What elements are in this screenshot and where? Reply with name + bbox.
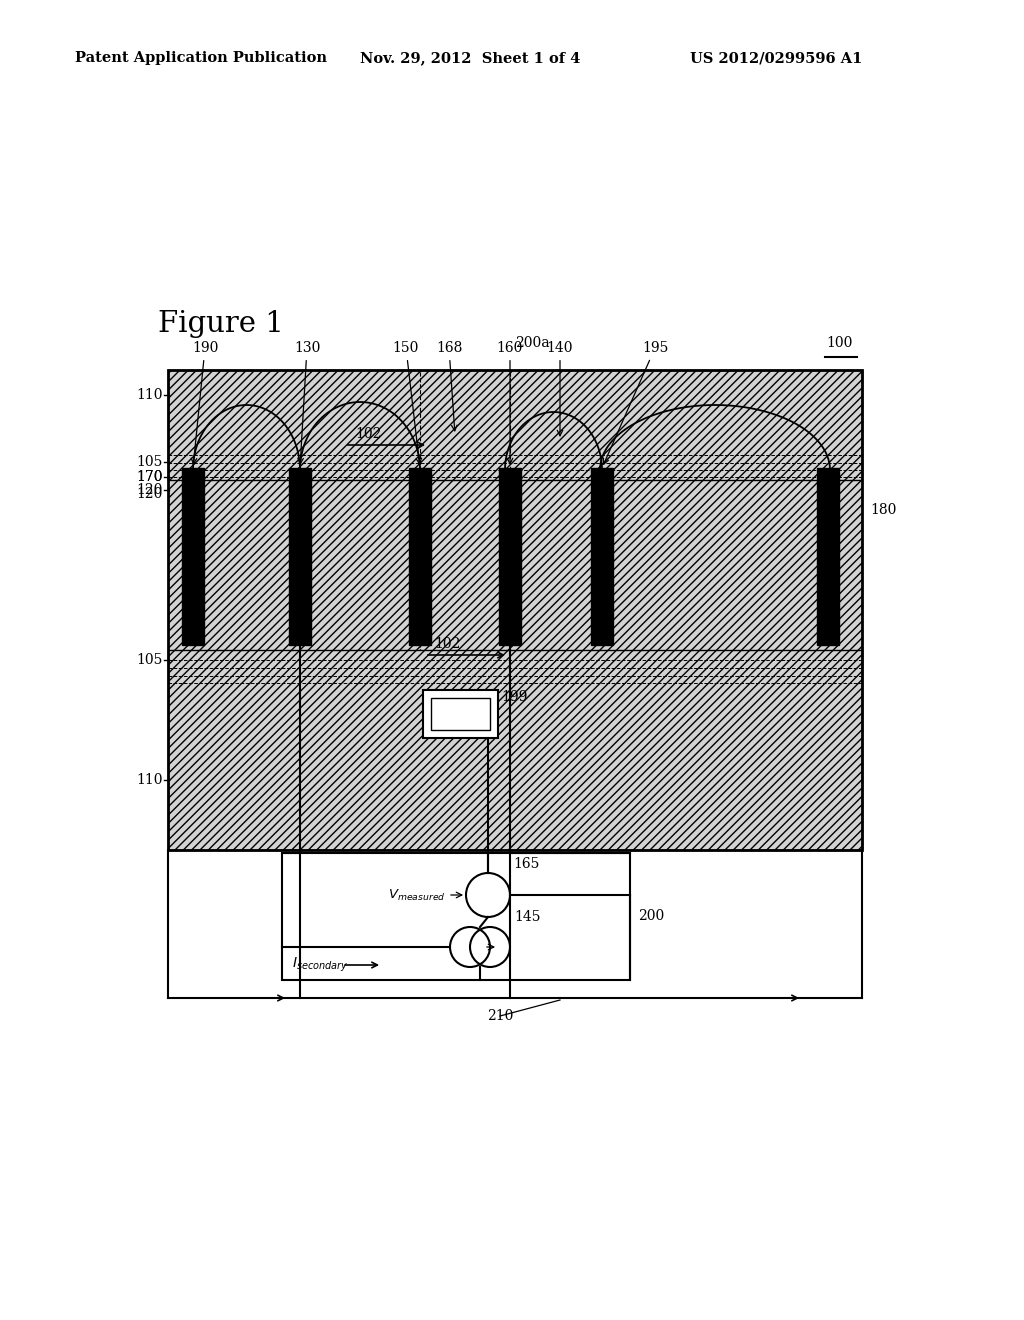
Bar bbox=[591, 469, 613, 645]
Text: US 2012/0299596 A1: US 2012/0299596 A1 bbox=[690, 51, 862, 65]
Bar bbox=[168, 480, 862, 649]
Text: 120: 120 bbox=[136, 487, 163, 502]
Text: 110: 110 bbox=[136, 388, 163, 403]
Text: 170: 170 bbox=[136, 470, 163, 484]
Bar bbox=[817, 469, 839, 645]
Bar bbox=[423, 690, 498, 738]
Bar bbox=[182, 469, 204, 645]
Text: 102: 102 bbox=[355, 426, 381, 441]
Text: 100: 100 bbox=[826, 337, 853, 350]
Text: 140: 140 bbox=[547, 341, 573, 436]
Text: 210: 210 bbox=[486, 1008, 513, 1023]
Bar bbox=[430, 698, 489, 730]
Text: 190: 190 bbox=[191, 341, 218, 463]
Text: 120: 120 bbox=[136, 483, 163, 498]
Text: 199: 199 bbox=[502, 690, 528, 704]
Text: 200: 200 bbox=[638, 909, 665, 924]
Text: Nov. 29, 2012  Sheet 1 of 4: Nov. 29, 2012 Sheet 1 of 4 bbox=[360, 51, 581, 65]
Text: 168: 168 bbox=[436, 341, 462, 430]
Text: 130: 130 bbox=[294, 341, 321, 463]
Text: 160: 160 bbox=[497, 341, 523, 463]
Bar bbox=[168, 649, 862, 850]
Text: 200a: 200a bbox=[515, 337, 549, 350]
Bar bbox=[168, 370, 862, 480]
Text: 150: 150 bbox=[393, 341, 422, 463]
Text: 145: 145 bbox=[514, 909, 541, 924]
Text: 180: 180 bbox=[870, 503, 896, 517]
Bar bbox=[168, 370, 862, 480]
Text: $V_{measured}$: $V_{measured}$ bbox=[388, 887, 446, 903]
Text: Patent Application Publication: Patent Application Publication bbox=[75, 51, 327, 65]
Text: $I_{secondary}$: $I_{secondary}$ bbox=[292, 956, 348, 974]
Text: 170: 170 bbox=[136, 470, 163, 484]
Bar bbox=[282, 853, 630, 979]
Text: Figure 1: Figure 1 bbox=[158, 310, 284, 338]
Bar bbox=[499, 469, 521, 645]
Bar bbox=[168, 480, 862, 649]
Bar bbox=[168, 370, 862, 850]
Bar bbox=[168, 649, 862, 850]
Text: 105: 105 bbox=[136, 455, 163, 469]
Text: 110: 110 bbox=[136, 774, 163, 787]
Text: 102: 102 bbox=[434, 638, 461, 651]
Text: 105: 105 bbox=[136, 653, 163, 667]
Text: 195: 195 bbox=[603, 341, 669, 465]
Bar bbox=[409, 469, 431, 645]
Bar bbox=[289, 469, 311, 645]
Text: 165: 165 bbox=[513, 857, 540, 871]
